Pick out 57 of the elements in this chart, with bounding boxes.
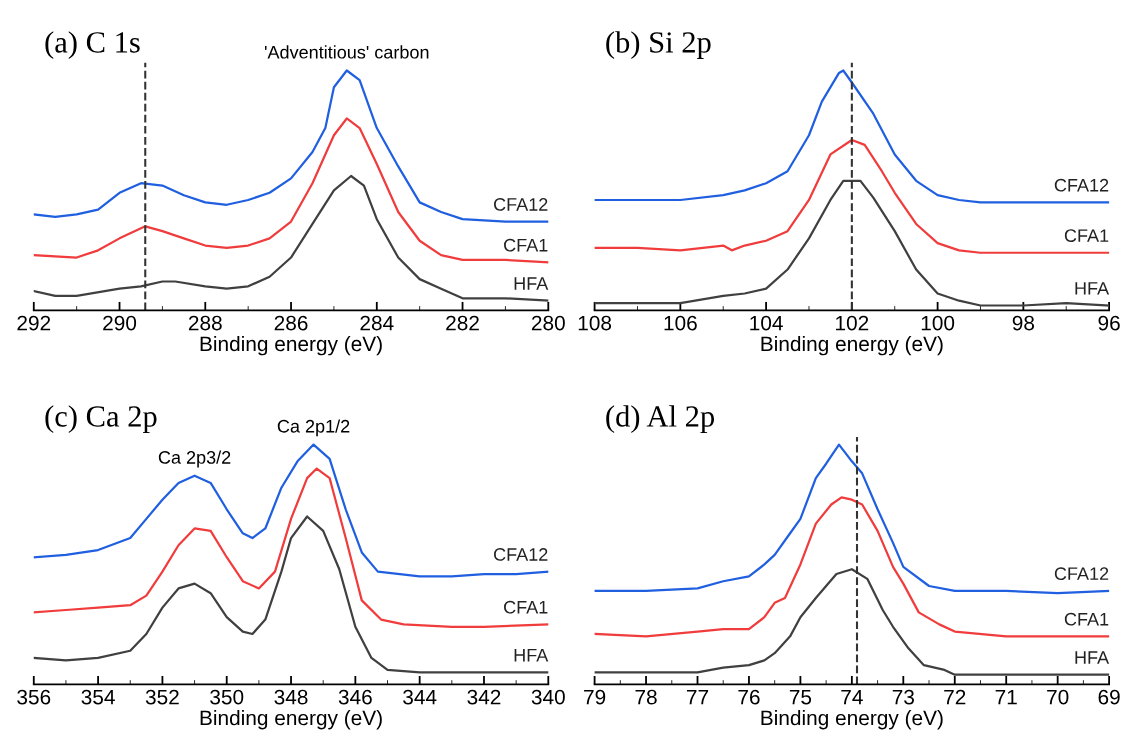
x-tick-label: 286 <box>274 315 308 331</box>
chart-title: (b) Si 2p <box>606 31 711 59</box>
x-tick-label: 72 <box>944 689 966 705</box>
x-tick-label: 280 <box>531 315 565 331</box>
x-tick-label: 79 <box>584 689 606 705</box>
x-axis-title: Binding energy (eV) <box>761 335 943 356</box>
x-tick-label: 100 <box>921 315 955 331</box>
series-label: HFA <box>1075 651 1110 664</box>
series-label: CFA1 <box>504 238 548 252</box>
annotation: 'Adventitious' carbon <box>264 45 429 59</box>
x-tick-label: 77 <box>686 689 709 705</box>
x-tick-label: 356 <box>17 689 51 705</box>
x-axis-title: Binding energy (eV) <box>200 709 382 730</box>
series-label: HFA <box>514 277 549 290</box>
x-tick-label: 292 <box>17 315 51 331</box>
x-tick-label: 346 <box>338 689 372 705</box>
x-tick-label: 102 <box>836 315 869 331</box>
x-tick-label: 288 <box>188 315 222 331</box>
x-tick-label: 282 <box>446 315 479 331</box>
x-tick-label: 69 <box>1098 689 1120 705</box>
x-axis-title: Binding energy (eV) <box>761 709 943 730</box>
x-tick-label: 70 <box>1047 689 1069 705</box>
chart-title: (c) Ca 2p <box>45 405 157 433</box>
x-tick-label: 290 <box>103 315 137 331</box>
x-tick-label: 348 <box>274 689 308 705</box>
x-tick-label: 340 <box>531 689 565 705</box>
x-tick-label: 75 <box>789 689 812 705</box>
series-label: HFA <box>1075 282 1110 295</box>
x-axis-title: Binding energy (eV) <box>200 335 382 356</box>
chart-title: (a) C 1s <box>45 31 140 59</box>
x-tick-label: 106 <box>664 315 697 331</box>
x-tick-label: 344 <box>403 689 437 705</box>
x-tick-label: 74 <box>841 689 863 705</box>
x-tick-label: 96 <box>1098 315 1120 331</box>
series-label: CFA12 <box>494 548 548 561</box>
series-label: CFA1 <box>1064 229 1109 242</box>
annotation: Ca 2p1/2 <box>277 419 350 437</box>
x-tick-label: 78 <box>635 689 657 705</box>
x-tick-label: 350 <box>210 689 244 705</box>
series-label: CFA12 <box>1054 567 1109 581</box>
series-label: CFA1 <box>1064 612 1109 626</box>
x-tick-label: 284 <box>360 315 394 331</box>
chart-title: (d) Al 2p <box>606 405 715 433</box>
x-tick-label: 73 <box>892 689 914 705</box>
x-tick-label: 104 <box>750 315 783 331</box>
x-tick-label: 71 <box>995 689 1017 705</box>
x-tick-label: 354 <box>81 689 115 705</box>
series-label: CFA12 <box>1054 178 1109 192</box>
x-tick-label: 108 <box>578 315 612 331</box>
series-label: CFA1 <box>504 600 548 614</box>
x-tick-label: 352 <box>145 689 179 705</box>
x-tick-label: 342 <box>467 689 501 705</box>
annotation: Ca 2p3/2 <box>158 450 231 468</box>
x-tick-label: 76 <box>738 689 760 705</box>
series-label: HFA <box>514 648 549 662</box>
series-label: CFA12 <box>494 198 548 211</box>
x-tick-label: 98 <box>1012 315 1035 331</box>
